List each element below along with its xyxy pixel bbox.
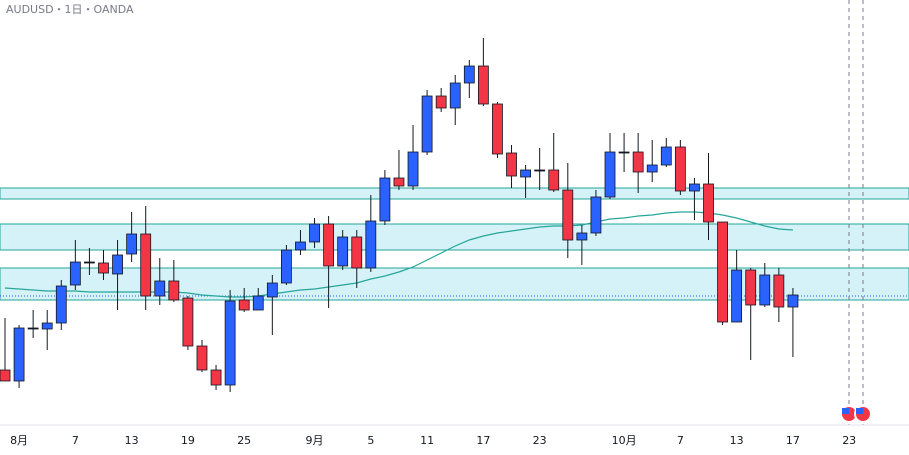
candle-body <box>534 169 546 172</box>
candle-body <box>759 274 771 306</box>
candle-body <box>210 369 222 386</box>
flag-canton <box>842 408 849 414</box>
x-tick-label: 17 <box>786 434 800 447</box>
candle-body <box>154 280 166 297</box>
moving-average <box>4 211 793 298</box>
x-tick-label: 25 <box>237 434 251 447</box>
candle-body <box>112 254 123 275</box>
event-flag[interactable] <box>854 405 872 423</box>
candle-body <box>309 223 320 243</box>
candle-body <box>379 177 391 222</box>
candle-body <box>787 294 799 308</box>
x-tick-label: 23 <box>842 434 856 447</box>
x-tick-label: 5 <box>367 434 374 447</box>
candle-body <box>703 183 714 223</box>
x-tick-label: 19 <box>181 434 195 447</box>
zone <box>0 267 909 301</box>
candle-body <box>576 232 588 241</box>
chart-title: AUDUSD・1日・OANDA <box>6 3 134 16</box>
candle-body <box>126 233 138 255</box>
candle-body <box>548 169 560 191</box>
candle-body <box>717 221 728 323</box>
candle-body <box>351 236 363 269</box>
candle-body <box>689 183 700 192</box>
candle-body <box>618 151 630 154</box>
candle-body <box>745 269 757 306</box>
candle-body <box>421 95 433 153</box>
x-tick-label: 11 <box>420 434 434 447</box>
candle-body <box>27 327 39 330</box>
x-tick-label: 13 <box>125 434 139 447</box>
zone <box>0 187 909 200</box>
candle-body <box>660 146 672 166</box>
candle-body <box>323 223 335 267</box>
candle-body <box>337 236 349 267</box>
candle-body <box>435 95 447 109</box>
candle-body <box>280 249 292 284</box>
x-tick-label: 7 <box>72 434 79 447</box>
candle-body <box>182 297 194 347</box>
candle-body <box>646 164 658 173</box>
candle-body <box>463 65 475 84</box>
candle-body <box>0 369 11 382</box>
candle-body <box>238 299 250 311</box>
candle-body <box>252 295 264 311</box>
candle-body <box>520 169 531 178</box>
candle-body <box>41 322 53 330</box>
candle-body <box>773 274 785 308</box>
candle-body <box>84 261 95 264</box>
candle-body <box>55 285 67 324</box>
plot <box>0 38 799 392</box>
candle-body <box>562 189 574 241</box>
x-tick-label: 8月 <box>10 434 28 447</box>
x-tick-label: 13 <box>730 434 744 447</box>
x-tick-label: 9月 <box>306 434 324 447</box>
x-tick-label: 7 <box>677 434 684 447</box>
candle-body <box>449 82 461 109</box>
candle-body <box>477 65 489 105</box>
candle-body <box>590 196 602 234</box>
zone <box>0 223 909 251</box>
x-tick-label: 17 <box>476 434 490 447</box>
candle-body <box>604 151 616 198</box>
candle-body <box>407 151 419 187</box>
candle-body <box>492 103 503 155</box>
candle-body <box>196 345 208 371</box>
candle-body <box>13 327 25 382</box>
candle-body <box>140 233 152 297</box>
flag-canton <box>856 408 863 414</box>
candle-body <box>731 269 743 323</box>
candle-body <box>224 300 236 386</box>
candle-body <box>393 177 405 187</box>
candle-body <box>295 241 306 251</box>
x-tick-label: 10月 <box>612 434 637 447</box>
candle-body <box>506 152 517 177</box>
candle-body <box>69 261 81 286</box>
candle-body <box>632 151 644 173</box>
x-tick-label: 23 <box>533 434 547 447</box>
zones <box>0 187 909 301</box>
candle-body <box>266 282 278 298</box>
candle-body <box>168 280 180 301</box>
candle-body <box>674 146 686 192</box>
candle-body <box>98 262 109 274</box>
candle-body <box>365 220 377 269</box>
